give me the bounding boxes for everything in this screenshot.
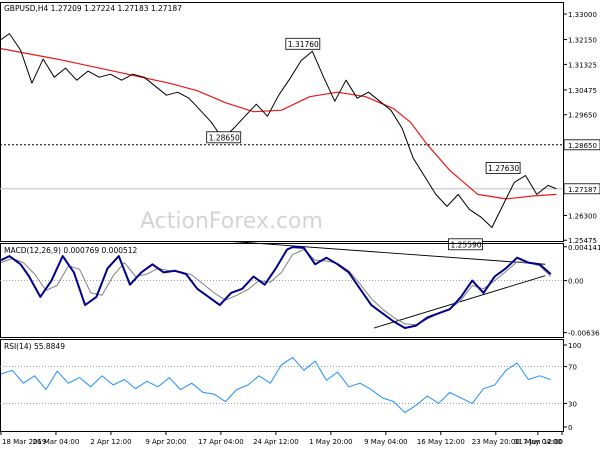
price-y-tick: 1.29650 (568, 112, 597, 120)
watermark: ActionForex.com (140, 209, 323, 234)
rsi-line (0, 356, 551, 414)
support-level-label-box (563, 139, 600, 151)
x-tick-label: 18 Mar 2019 (2, 438, 46, 446)
x-tick-label: 2 Apr 12:00 (90, 438, 131, 446)
rsi-y-tick: 30 (568, 400, 577, 408)
macd-header: MACD(12,26,9) 0.000769 0.000512 (4, 246, 138, 255)
x-tick-label: 24 Apr 12:00 (253, 438, 299, 446)
x-tick-label: 26 Mar 04:00 (33, 438, 80, 446)
price-y-tick: 1.33000 (568, 11, 597, 19)
macd-line (0, 246, 552, 329)
annotation-box (285, 37, 321, 50)
x-tick-label: 23 May 20:00 (472, 438, 520, 446)
rsi-y-tick: 70 (568, 364, 577, 372)
price-y-tick: 1.32150 (568, 37, 597, 45)
macd-panel-frame (0, 243, 564, 338)
price-line (0, 33, 557, 228)
rsi-header: RSI(14) 55.8849 (4, 342, 65, 351)
rsi-y-tick: 100 (568, 342, 581, 350)
current-price-label-box (563, 183, 600, 195)
x-tick-label: 17 Apr 04:00 (198, 438, 244, 446)
price-y-tick: 1.31325 (568, 61, 597, 69)
moving-average-line (0, 48, 557, 200)
macd-y-tick: 0.004141 (568, 244, 600, 252)
price-y-tick: 1.30475 (568, 87, 597, 95)
macd-y-tick: 0.00 (568, 278, 584, 286)
x-tick-label: 9 May 04:00 (364, 438, 408, 446)
annotation-box (485, 162, 521, 174)
annotation-label: 1.27630 (488, 164, 519, 173)
annotation-box (206, 131, 242, 144)
rsi-y-tick: 0 (568, 424, 572, 432)
x-tick-label: 7 Jun 12:00 (523, 438, 563, 446)
price-y-tick: 1.25475 (568, 237, 597, 245)
annotation-label: 1.31760 (288, 40, 319, 49)
support-level-label: 1.28650 (568, 142, 597, 150)
x-tick-label: 1 May 20:00 (309, 438, 353, 446)
price-panel-frame (0, 2, 564, 242)
rsi-panel-frame (0, 339, 564, 432)
price-header: GBPUSD,H4 1.27209 1.27224 1.27183 1.2718… (4, 4, 182, 13)
current-price-label: 1.27187 (568, 186, 597, 194)
annotation-label: 1.28650 (209, 133, 240, 142)
price-y-tick: 1.26300 (568, 212, 597, 220)
macd-trendline (230, 240, 546, 265)
x-tick-label: 9 Apr 20:00 (145, 438, 186, 446)
x-tick-label: 31 May 04:00 (514, 438, 562, 446)
macd-signal-line (0, 249, 552, 326)
macd-y-tick: -0.006365 (568, 330, 600, 338)
x-tick-label: 16 May 12:00 (417, 438, 465, 446)
annotation-box (448, 238, 483, 251)
annotation-label: 1.25590 (451, 240, 482, 249)
